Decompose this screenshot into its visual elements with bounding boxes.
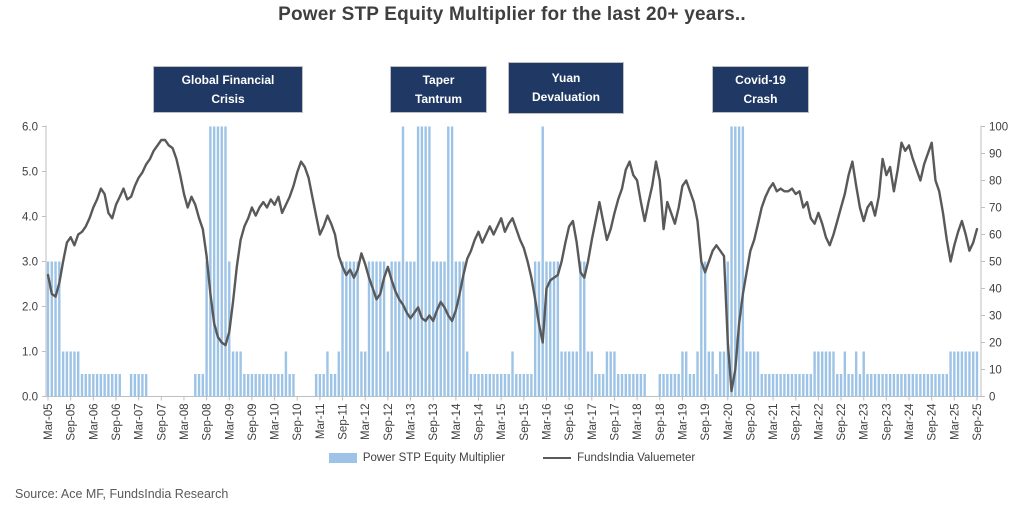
svg-text:30: 30 (989, 311, 1002, 323)
svg-text:Sep-22: Sep-22 (836, 404, 848, 441)
svg-text:Sep-24: Sep-24 (927, 403, 939, 441)
svg-text:50: 50 (989, 257, 1002, 269)
svg-text:Mar-08: Mar-08 (179, 404, 191, 440)
svg-text:Mar-24: Mar-24 (904, 403, 916, 440)
svg-text:Sep-14: Sep-14 (474, 403, 486, 441)
svg-text:2.0: 2.0 (22, 302, 38, 314)
annotation-line: Taper (422, 72, 455, 87)
svg-text:Mar-14: Mar-14 (451, 403, 463, 440)
svg-text:Sep-18: Sep-18 (655, 404, 667, 441)
svg-text:Sep-16: Sep-16 (564, 404, 576, 441)
svg-text:Mar-23: Mar-23 (859, 404, 871, 440)
svg-text:Mar-15: Mar-15 (496, 404, 508, 440)
svg-text:Sep-06: Sep-06 (111, 404, 123, 441)
annotation-line: Devaluation (531, 90, 600, 104)
annotation-line: Covid-19 (735, 72, 786, 87)
svg-text:0.0: 0.0 (22, 392, 38, 404)
svg-text:Mar-18: Mar-18 (632, 404, 644, 440)
svg-text:Mar-13: Mar-13 (406, 404, 418, 440)
svg-text:Mar-11: Mar-11 (315, 404, 327, 440)
svg-text:20: 20 (989, 338, 1002, 350)
legend-label: FundsIndia Valuemeter (577, 452, 696, 464)
x-axis-tick-labels: Mar-05 Sep-05 Mar-06 Sep-06 Mar-07 Sep-07 Mar-… (43, 403, 984, 441)
svg-text:4.0: 4.0 (22, 212, 38, 224)
svg-text:3.0: 3.0 (22, 257, 38, 269)
right-axis-tick-labels: 0 10 20 30 40 50 60 70 80 90 100 (989, 122, 1008, 404)
svg-text:Mar-10: Mar-10 (270, 404, 282, 440)
svg-text:Mar-05: Mar-05 (43, 404, 55, 440)
bar-swatch-icon (328, 453, 357, 463)
svg-text:90: 90 (989, 149, 1002, 161)
legend-label: Power STP Equity Multiplier (362, 452, 506, 464)
svg-text:Sep-17: Sep-17 (609, 404, 621, 441)
annotation-global-financial-crisis: Global Financial Crisis (153, 66, 303, 113)
bar-series-power-stp (46, 126, 979, 397)
svg-text:Mar-12: Mar-12 (360, 404, 372, 440)
svg-text:Sep-10: Sep-10 (292, 404, 304, 441)
svg-text:Sep-13: Sep-13 (428, 404, 440, 441)
svg-text:Sep-05: Sep-05 (66, 404, 78, 441)
chart-legend: Power STP Equity Multiplier FundsIndia V… (0, 452, 1024, 464)
svg-text:Sep-21: Sep-21 (791, 404, 803, 441)
svg-text:Mar-17: Mar-17 (587, 404, 599, 440)
svg-text:1.0: 1.0 (22, 347, 38, 359)
svg-text:Sep-07: Sep-07 (156, 404, 168, 441)
svg-text:Sep-20: Sep-20 (745, 404, 757, 441)
svg-text:Sep-19: Sep-19 (700, 404, 712, 441)
svg-text:80: 80 (989, 176, 1002, 188)
svg-text:Sep-09: Sep-09 (247, 404, 259, 441)
line-series-valuemeter (46, 138, 979, 393)
chart-title: Power STP Equity Multiplier for the last… (278, 4, 746, 25)
annotation-line: Crisis (211, 91, 245, 106)
svg-text:Mar-06: Mar-06 (88, 404, 100, 440)
annotation-covid-19-crash: Covid-19 Crash (712, 66, 809, 113)
svg-text:Sep-11: Sep-11 (338, 404, 350, 440)
annotation-line: Crash (743, 91, 778, 106)
svg-text:10: 10 (989, 365, 1002, 377)
svg-text:Mar-25: Mar-25 (949, 404, 961, 440)
svg-text:Sep-23: Sep-23 (881, 404, 893, 441)
svg-text:60: 60 (989, 230, 1002, 242)
legend-item-valuemeter: FundsIndia Valuemeter (543, 452, 695, 464)
svg-text:5.0: 5.0 (22, 167, 38, 179)
svg-text:Mar-16: Mar-16 (541, 404, 553, 440)
svg-text:Sep-15: Sep-15 (519, 404, 531, 441)
annotation-yuan-devaluation: Yuan Devaluation (508, 62, 624, 114)
svg-text:Mar-22: Mar-22 (813, 404, 825, 440)
svg-text:Mar-09: Mar-09 (224, 404, 236, 440)
source-note: Source: Ace MF, FundsIndia Research (15, 487, 229, 501)
svg-text:Sep-08: Sep-08 (202, 404, 214, 441)
left-axis-tick-labels: 0.0 1.0 2.0 3.0 4.0 5.0 6.0 (22, 122, 38, 404)
annotation-line: Yuan (551, 71, 581, 86)
svg-text:Mar-19: Mar-19 (677, 404, 689, 440)
svg-text:Sep-12: Sep-12 (383, 404, 395, 441)
annotation-line: Tantrum (414, 91, 463, 106)
annotation-taper-tantrum: Taper Tantrum (390, 66, 487, 113)
svg-text:Sep-25: Sep-25 (972, 404, 984, 441)
line-swatch-icon (543, 456, 572, 460)
legend-item-power-stp: Power STP Equity Multiplier (328, 452, 506, 464)
svg-text:0: 0 (989, 392, 995, 404)
svg-text:70: 70 (989, 203, 1002, 215)
annotation-line: Global Financial (181, 72, 275, 87)
svg-text:6.0: 6.0 (22, 122, 38, 134)
svg-text:Mar-07: Mar-07 (134, 404, 146, 440)
svg-text:40: 40 (989, 284, 1002, 296)
svg-text:Mar-21: Mar-21 (768, 404, 780, 440)
svg-text:100: 100 (989, 122, 1008, 134)
svg-text:Mar-20: Mar-20 (723, 404, 735, 440)
